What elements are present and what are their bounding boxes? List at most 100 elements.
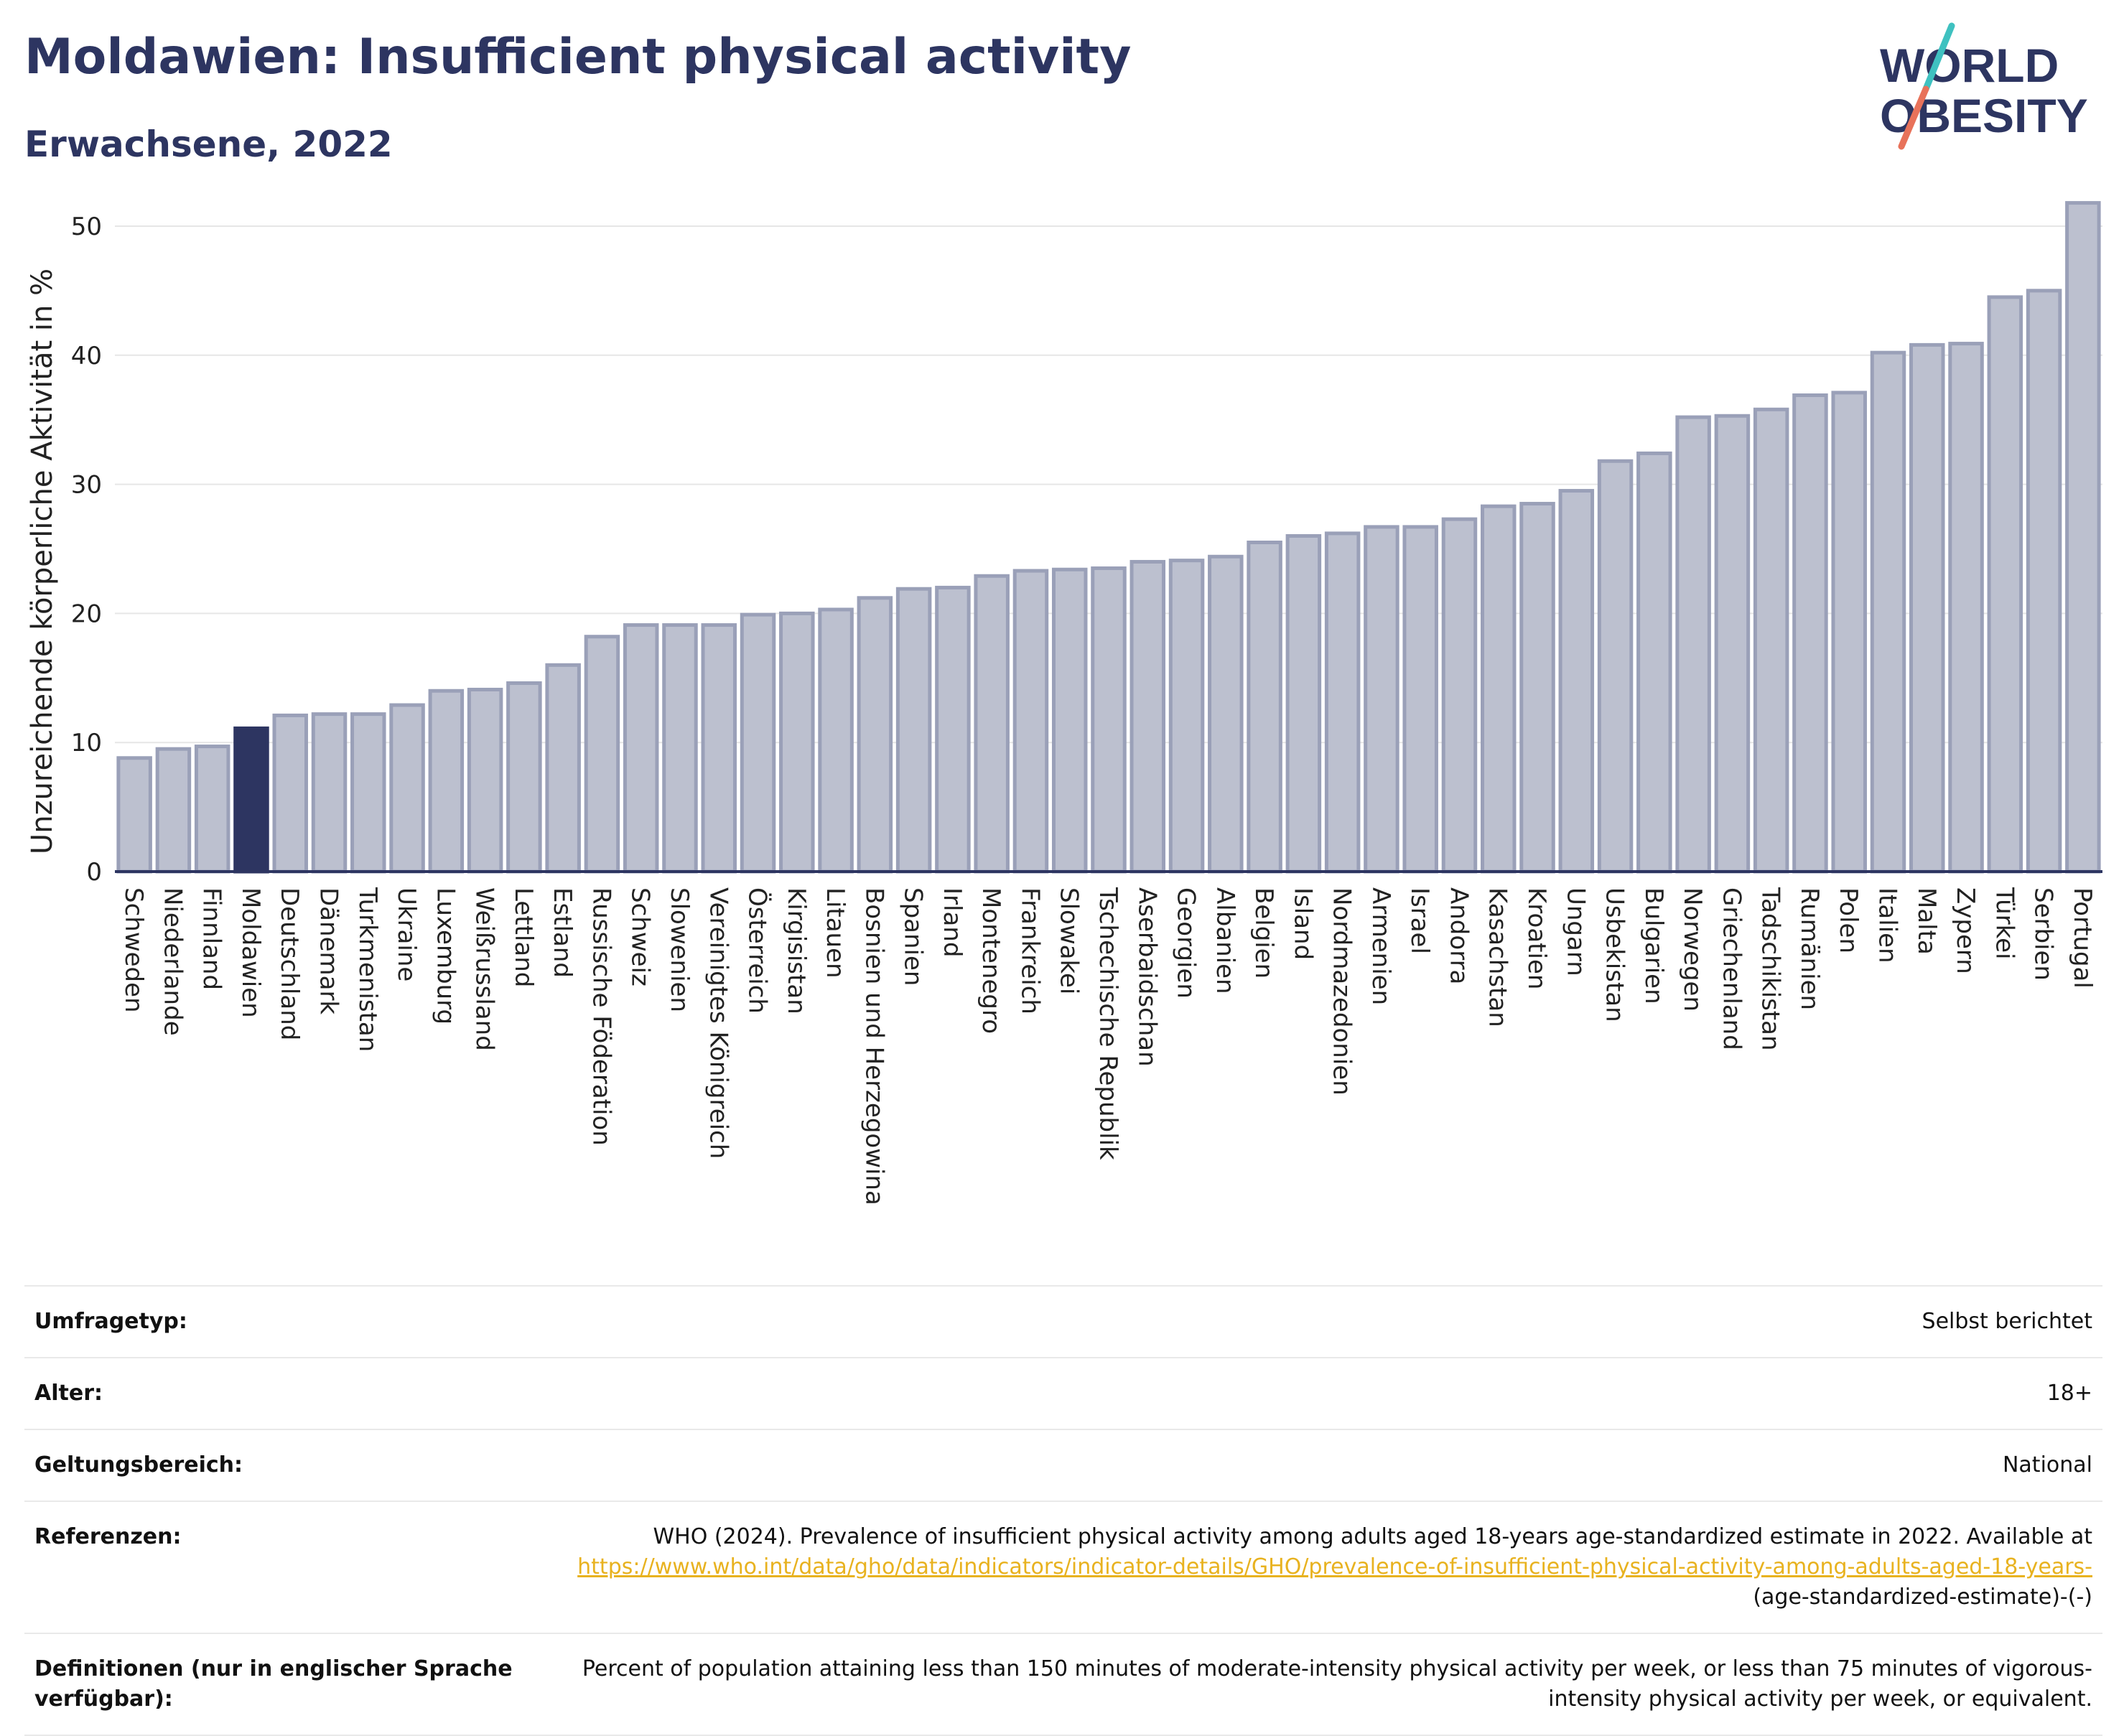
x-tick-label: Usbekistan [1601,887,1629,1022]
x-tick-label: Armenien [1366,887,1395,1005]
bar [974,574,1010,874]
x-tick-label: Portugal [2068,887,2097,989]
info-label: Geltungsbereich: [24,1429,547,1502]
x-tick-label: Italien [1873,887,1901,963]
bar [311,712,348,874]
bars [116,201,2101,874]
info-row-references: Referenzen: WHO (2024). Prevalence of in… [24,1501,2102,1634]
info-value: WHO (2024). Prevalence of insufficient p… [547,1501,2102,1634]
y-axis-ticks: 0 10 20 30 40 50 [71,213,102,887]
x-tick-label: Bulgarien [1639,887,1668,1004]
x-tick-label: Zypern [1951,887,1980,974]
bar [1402,525,1438,874]
bar [1870,350,1906,874]
y-tick-label: 30 [71,471,102,500]
x-tick-label: Niederlande [158,887,187,1036]
bar [545,663,581,874]
x-tick-label: Vereinigtes Königreich [704,887,732,1159]
bar [350,712,386,874]
x-tick-label: Georgien [1172,887,1201,999]
bar [623,623,659,874]
y-tick-label: 50 [71,213,102,241]
x-tick-label: Weißrussland [470,887,499,1051]
bar [1441,517,1478,874]
x-tick-label: Island [1288,887,1317,960]
x-tick-label: Kirgisistan [782,887,811,1014]
bar [1247,540,1282,874]
bar [1051,567,1088,874]
x-tick-label: Estland [548,887,577,978]
bar [1168,559,1205,874]
bar [1285,533,1322,874]
bar [1324,531,1361,874]
info-row-scope: Geltungsbereich: National [24,1429,2102,1502]
bar [155,747,192,874]
x-tick-label: Slowenien [665,887,694,1012]
bar [1909,342,1945,874]
x-tick-label: Irland [938,887,966,957]
x-tick-label: Frankreich [1015,887,1044,1014]
bar [389,703,425,874]
y-tick-label: 20 [71,599,102,628]
bar [506,681,542,874]
x-axis-labels: Schweden Niederlande Finnland Moldawien Deut… [119,887,2097,1205]
x-tick-label: Litauen [821,887,849,979]
bar [1792,393,1828,874]
bar [701,623,737,874]
x-tick-label: Spanien [899,887,928,986]
bar [584,635,620,874]
bar [1091,566,1127,874]
bar [467,687,503,874]
bar [1364,525,1399,874]
bar [1675,415,1711,874]
bar [1714,414,1751,874]
info-row-definitions: Definitionen (nur in englischer Sprache … [24,1633,2102,1736]
logo-slash-coral [1898,85,1929,150]
reference-suffix: (age-standardized-estimate)-(-) [1753,1585,2092,1610]
x-tick-label: Serbien [2029,887,2058,981]
bar [2026,289,2062,874]
x-tick-label: Ukraine [392,887,421,981]
info-table: Umfragetyp: Selbst berichtet Alter: 18+ … [24,1285,2102,1736]
bar [1208,554,1244,874]
x-tick-label: Russische Föderation [587,887,615,1146]
bar [662,623,698,874]
x-tick-label: Nordmazedonien [1328,887,1356,1096]
bar [1480,504,1517,874]
bar [1753,407,1789,874]
bar [1519,502,1555,874]
x-tick-label: Slowakei [1055,887,1084,994]
bar [1597,459,1634,874]
bar [779,611,815,874]
info-value: Selbst berichtet [547,1285,2102,1358]
y-axis-label: Unzureichende körperliche Aktivität in % [26,269,59,854]
bar [1558,489,1595,874]
x-tick-label: Griechenland [1717,887,1746,1050]
bar [116,756,152,874]
x-tick-label: Moldawien [236,887,265,1018]
bar [1636,451,1672,874]
x-tick-label: Turkmenistan [353,887,382,1052]
x-tick-label: Israel [1405,887,1434,954]
x-tick-label: Belgien [1249,887,1278,979]
bar [1831,391,1867,874]
x-tick-label: Luxemburg [431,887,460,1025]
info-value: 18+ [547,1357,2102,1430]
info-value: National [547,1429,2102,1502]
bar [935,585,971,874]
info-label: Umfragetyp: [24,1285,547,1358]
x-tick-label: Österreich [743,887,773,1014]
y-tick-label: 10 [71,729,102,757]
x-tick-label: Dänemark [315,887,343,1014]
y-tick-label: 0 [86,858,102,887]
x-tick-label: Albanien [1211,887,1239,994]
reference-link[interactable]: https://www.who.int/data/gho/data/indica… [577,1554,2092,1579]
logo-slash-teal [1922,22,1955,93]
x-tick-label: Norwegen [1678,887,1707,1012]
x-tick-label: Polen [1834,887,1863,953]
reference-text: WHO (2024). Prevalence of insufficient p… [653,1524,2092,1549]
x-tick-label: Tadschikistan [1756,887,1785,1051]
x-tick-label: Schweden [119,887,148,1013]
info-label: Definitionen (nur in englischer Sprache … [24,1633,547,1736]
x-tick-label: Türkei [1990,887,2018,959]
